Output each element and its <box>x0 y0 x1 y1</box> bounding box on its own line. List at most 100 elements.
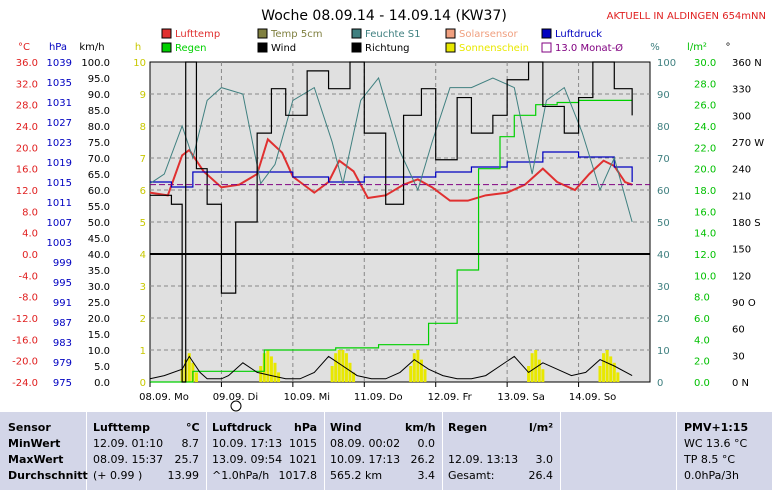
sunshine-bar <box>273 362 277 382</box>
tick-lm2: 18.0 <box>694 186 716 197</box>
max-regen-time: 12.09. 13:13 <box>448 453 519 466</box>
tick-deg: 150 <box>732 245 751 256</box>
tick-celsius: -24.0 <box>12 378 38 389</box>
legend-label-regen: Regen <box>175 43 207 54</box>
tick-kmh: 65.0 <box>88 170 110 181</box>
legend-label-sonnenschein: Sonnenschein <box>459 43 529 54</box>
tick-lm2: 26.0 <box>694 101 716 112</box>
row-maxwert-label: MaxWert <box>8 453 64 466</box>
sunshine-bar <box>616 372 620 382</box>
legend-label-temp5cm: Temp 5cm <box>270 29 322 40</box>
row-minwert-label: MinWert <box>8 437 61 450</box>
tick-hpa: 1011 <box>47 198 72 209</box>
tick-lm2: 4.0 <box>694 335 710 346</box>
tick-celsius: 12.0 <box>16 186 38 197</box>
unit-hpa: hPa <box>49 42 67 53</box>
series-wind <box>149 355 633 380</box>
tick-deg: 210 <box>732 191 751 202</box>
tick-deg: 180 S <box>732 218 761 229</box>
sunshine-bar <box>194 372 198 382</box>
tick-hpa: 1007 <box>47 218 72 229</box>
tick-hpa: 1031 <box>47 98 72 109</box>
sunshine-bar <box>605 350 609 382</box>
sunshine-bar <box>419 359 423 382</box>
tick-lm2: 14.0 <box>694 229 716 240</box>
tick-celsius: 4.0 <box>22 229 38 240</box>
regen-gesamt-label: Gesamt: <box>448 469 495 482</box>
header-lufttemp-unit: °C <box>186 421 200 434</box>
sunshine-bar <box>409 366 413 382</box>
sunshine-bar <box>344 353 348 382</box>
tick-kmh: 85.0 <box>88 106 110 117</box>
header-pmv: PMV+1:15 <box>684 421 749 434</box>
sunshine-bar <box>530 353 534 382</box>
tick-kmh: 90.0 <box>88 90 110 101</box>
tick-hpa: 995 <box>53 278 72 289</box>
tick-kmh: 55.0 <box>88 202 110 213</box>
legend-swatch-regen <box>161 42 172 53</box>
tick-hpa: 983 <box>53 338 72 349</box>
legend-label-richtung: Richtung <box>365 43 410 54</box>
tick-kmh: 5.0 <box>94 362 110 373</box>
tick-hpa: 975 <box>53 378 72 389</box>
tick-kmh: 0.0 <box>94 378 110 389</box>
axis-ticks: 36.032.028.024.020.016.012.08.04.00.0-4.… <box>12 58 764 389</box>
tick-kmh: 80.0 <box>88 122 110 133</box>
x-tick-label: 14.09. So <box>569 392 616 403</box>
tick-deg: 60 <box>732 325 745 336</box>
tick-h: 1 <box>140 346 146 357</box>
legend-label-luftdruck: Luftdruck <box>555 29 602 40</box>
reference-lines <box>150 184 650 255</box>
tick-kmh: 45.0 <box>88 234 110 245</box>
x-tick-label: 10.09. Mi <box>284 392 330 403</box>
max-luftdruck-time: 13.09. 09:54 <box>212 453 283 466</box>
sunshine-bar <box>330 366 334 382</box>
avg-lufttemp-note: (+ 0.99 ) <box>93 469 143 482</box>
tick-kmh: 15.0 <box>88 330 110 341</box>
sunshine-bar <box>598 366 602 382</box>
unit-celsius: °C <box>18 42 30 53</box>
sunshine-bar <box>352 372 356 382</box>
station-note: AKTUELL IN ALDINGEN 654mNN <box>607 11 766 22</box>
tick-h: 2 <box>140 314 146 325</box>
pmv-pressure-trend: 0.0hPa/3h <box>684 469 740 482</box>
tick-lm2: 16.0 <box>694 207 716 218</box>
tick-kmh: 100.0 <box>81 58 110 69</box>
max-lufttemp-value: 25.7 <box>174 453 200 466</box>
tick-celsius: 36.0 <box>16 58 38 69</box>
min-luftdruck-time: 10.09. 17:13 <box>212 437 283 450</box>
time-cursor-handle[interactable] <box>230 400 242 412</box>
max-luftdruck-value: 1021 <box>289 453 317 466</box>
tick-percent: 90 <box>657 90 670 101</box>
unit-percent: % <box>650 42 660 53</box>
legend-label-monat_mittel: 13.0 Monat-Ø <box>555 42 623 54</box>
tick-celsius: 24.0 <box>16 122 38 133</box>
tick-lm2: 2.0 <box>694 357 710 368</box>
min-wind-time: 08.09. 00:02 <box>330 437 401 450</box>
time-cursor[interactable] <box>230 400 242 412</box>
tick-hpa: 1039 <box>47 58 72 69</box>
sunshine-bar <box>269 356 273 382</box>
tick-deg: 240 <box>732 165 751 176</box>
avg-wind-value: 3.4 <box>417 469 436 482</box>
tick-lm2: 22.0 <box>694 143 716 154</box>
sunshine-bar <box>609 356 613 382</box>
tick-celsius: 8.0 <box>22 207 38 218</box>
avg-luftdruck-note: ^1.0hPa/h <box>212 469 270 482</box>
unit-deg: ° <box>726 42 731 53</box>
avg-lufttemp-value: 13.99 <box>167 469 200 482</box>
sunshine-bar <box>541 369 545 382</box>
min-luftdruck-value: 1015 <box>289 437 317 450</box>
tick-kmh: 20.0 <box>88 314 110 325</box>
regen-gesamt-value: 26.4 <box>528 469 554 482</box>
legend-swatch-solar <box>445 28 456 39</box>
tick-h: 5 <box>140 218 146 229</box>
legend-label-lufttemp: Lufttemp <box>175 29 220 40</box>
axis-units: °C hPa km/h h% l/m² ° <box>18 42 730 53</box>
header-luftdruck-unit: hPa <box>294 421 318 434</box>
tick-percent: 50 <box>657 218 670 229</box>
avg-wind-distance: 565.2 km <box>330 469 383 482</box>
stats-panel: Sensor Lufttemp °C Luftdruck hPa Wind km… <box>0 412 772 490</box>
tick-hpa: 987 <box>53 318 72 329</box>
tick-lm2: 0.0 <box>694 378 710 389</box>
